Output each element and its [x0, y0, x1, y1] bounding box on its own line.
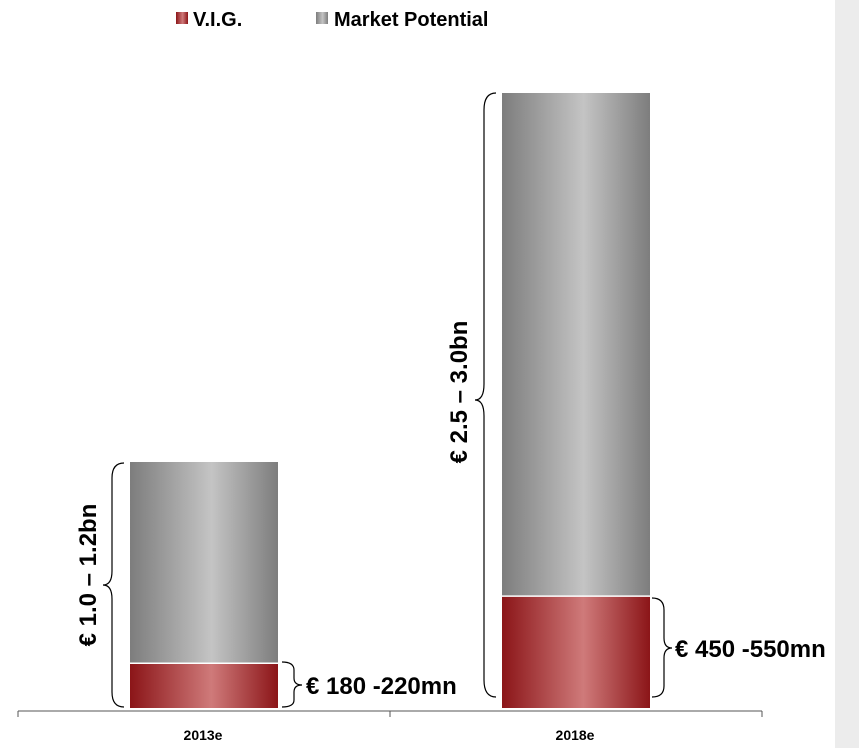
annotation-vig-2013e: € 180 -220mn — [306, 673, 457, 700]
annotation-vig-2018e: € 450 -550mn — [675, 636, 826, 663]
annotation-total-2018e: € 2.5 – 3.0bn — [446, 321, 473, 464]
bar-market-2013e — [130, 462, 278, 664]
legend-swatch-vig — [176, 12, 188, 24]
brace-total-2013e — [102, 462, 125, 708]
bar-vig-2018e — [502, 596, 650, 708]
legend-label-market: Market Potential — [334, 9, 488, 31]
brace-total-2018e — [474, 92, 497, 698]
x-tick-label-2018e: 2018e — [556, 727, 595, 743]
side-strip — [835, 0, 859, 748]
brace-vig-2013e — [281, 661, 303, 708]
legend: V.I.G. Market Potential — [176, 9, 488, 31]
bar-vig-2013e — [130, 663, 278, 708]
x-tick-label-2013e: 2013e — [184, 727, 223, 743]
bar-market-2018e — [502, 93, 650, 597]
annotation-total-2013e: € 1.0 – 1.2bn — [75, 504, 102, 647]
legend-label-vig: V.I.G. — [193, 9, 242, 31]
brace-vig-2018e — [651, 597, 673, 698]
legend-swatch-market — [316, 12, 328, 24]
